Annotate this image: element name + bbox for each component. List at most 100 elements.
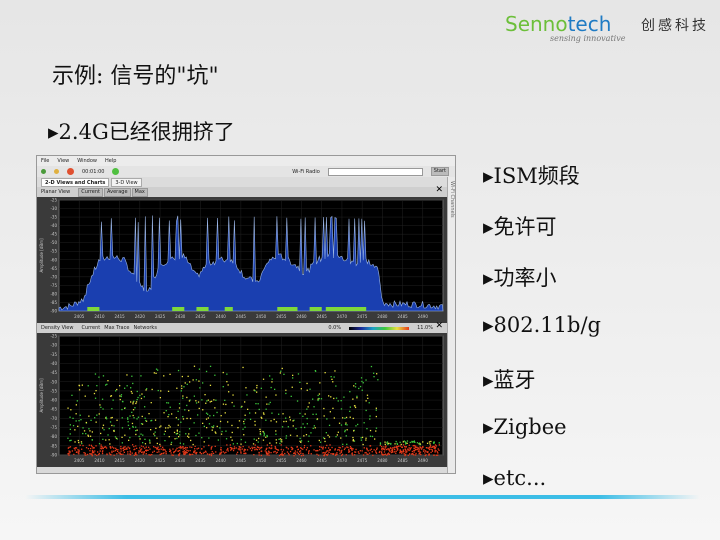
density-point [422, 446, 424, 448]
density-point [131, 392, 133, 394]
density-point [335, 453, 337, 455]
density-point [352, 417, 354, 420]
density-point [413, 451, 415, 453]
density-point [226, 373, 228, 375]
density-point [150, 429, 152, 431]
density-point [77, 449, 79, 451]
density-point [409, 449, 411, 451]
density-point [391, 448, 393, 450]
density-point [308, 402, 310, 404]
planar-mode-button[interactable]: Current [78, 187, 103, 197]
density-point [87, 434, 89, 436]
density-point [244, 449, 246, 451]
density-point [372, 454, 374, 456]
density-point [249, 418, 252, 420]
density-point [404, 448, 406, 450]
density-point [327, 450, 329, 452]
close-icon[interactable]: ✕ [435, 321, 443, 331]
density-point [251, 448, 254, 450]
density-point [433, 441, 435, 443]
density-point [81, 448, 83, 450]
density-point [430, 448, 432, 450]
density-point [90, 419, 92, 421]
density-point [68, 450, 70, 452]
y-tick-label: -40 [50, 223, 57, 228]
density-point [300, 426, 302, 429]
density-point [306, 408, 308, 410]
start-button[interactable]: Start [430, 167, 449, 176]
stop-icon[interactable] [67, 168, 74, 175]
density-point [289, 434, 292, 436]
density-point [180, 390, 182, 392]
density-mode-button[interactable]: Max Trace [104, 325, 130, 331]
density-point [369, 429, 372, 432]
density-point [299, 451, 301, 453]
density-point [125, 447, 128, 449]
menu-item[interactable]: View [57, 158, 70, 164]
density-point [266, 434, 268, 437]
x-tick-label: 2485 [397, 458, 408, 463]
density-point [268, 454, 270, 456]
planar-mode-button[interactable]: Max [131, 187, 148, 197]
density-point [402, 451, 404, 453]
density-point [73, 453, 75, 455]
density-point [275, 421, 278, 423]
density-point [297, 452, 299, 455]
density-point [349, 416, 351, 418]
density-point [263, 435, 265, 437]
menu-item[interactable]: Help [104, 158, 117, 164]
density-view-select[interactable]: Density View [41, 325, 74, 331]
density-mode-button[interactable]: Current [81, 325, 101, 331]
density-point [370, 448, 372, 450]
menu-item[interactable]: File [41, 158, 50, 164]
planar-view-select[interactable]: Planar View [41, 189, 71, 195]
tab[interactable]: 3-D View [111, 177, 142, 187]
density-point [312, 398, 314, 400]
density-mode-button[interactable]: Networks [133, 325, 157, 331]
density-point [154, 431, 156, 433]
density-point [196, 451, 198, 454]
density-point [210, 453, 212, 455]
density-point [285, 389, 287, 391]
y-tick-label: -35 [50, 215, 57, 220]
density-panel: -25 -30 -35 -40 -45 -50 -55 -60 -65 -70 -75 -80 -85 -… [37, 333, 449, 467]
density-point [338, 422, 341, 424]
planar-mode-button[interactable]: Average [104, 187, 131, 197]
density-point [88, 415, 90, 417]
density-point [253, 438, 255, 440]
density-point [305, 434, 308, 436]
density-point [326, 444, 328, 447]
density-point [426, 447, 428, 449]
density-point [324, 437, 326, 440]
density-point [412, 453, 414, 455]
close-icon[interactable]: ✕ [435, 185, 443, 195]
density-point [278, 454, 281, 457]
density-point [94, 417, 96, 419]
density-point [207, 413, 209, 415]
plot-area [58, 335, 444, 456]
density-point [197, 447, 200, 449]
menu-item[interactable]: Window [77, 158, 97, 164]
density-point [397, 445, 399, 448]
tab[interactable]: 2-D Views and Charts [41, 177, 110, 187]
density-point [132, 403, 134, 405]
density-point [120, 395, 122, 398]
density-point [403, 440, 405, 442]
density-point [280, 444, 282, 446]
timer: 00:01:00 [82, 168, 105, 175]
density-point [109, 443, 111, 445]
density-point [433, 454, 435, 456]
radio-select[interactable] [327, 167, 423, 176]
density-point [229, 444, 231, 446]
density-point [67, 437, 69, 439]
y-tick-label: -70 [50, 416, 57, 421]
density-point [365, 379, 367, 381]
density-point [424, 450, 427, 452]
density-point [428, 453, 430, 455]
density-point [164, 449, 166, 451]
add-icon[interactable] [112, 168, 120, 175]
density-point [170, 443, 172, 445]
density-point [135, 445, 137, 447]
wifi-channels-sidebar[interactable]: Wi-Fi Channels [447, 177, 455, 473]
logo-chinese: 创感科技 [641, 18, 709, 34]
